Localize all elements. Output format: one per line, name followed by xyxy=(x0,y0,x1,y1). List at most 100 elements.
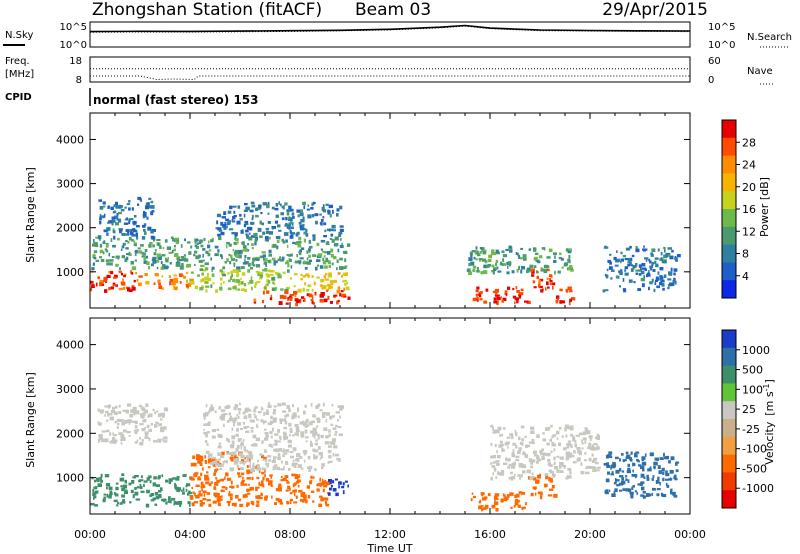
colorbar-segment xyxy=(722,137,736,157)
power-cell-cluster xyxy=(466,245,574,275)
power-cell-cluster xyxy=(90,270,136,293)
y-tick-label: 3000 xyxy=(56,178,84,191)
noise-left-tick-top: 10^5 xyxy=(60,22,87,33)
velocity-cell-cluster xyxy=(470,491,527,512)
velocity-cell-cluster xyxy=(527,473,558,500)
time-tick-label: 00:00 xyxy=(74,528,106,541)
date-label: 29/Apr/2015 xyxy=(602,0,708,20)
colorbar-tick-label: -1000 xyxy=(742,482,774,495)
velocity-cell-cluster xyxy=(265,473,331,507)
y-tick-label: 3000 xyxy=(56,383,84,396)
power-cell-cluster xyxy=(91,236,192,271)
noise-panel-frame xyxy=(89,21,691,48)
velocity-cell-cluster xyxy=(190,451,268,507)
colorbar-tick-label: 24 xyxy=(742,159,756,172)
velocity-colorbar-label-close: ] xyxy=(763,379,776,383)
power-cell-cluster xyxy=(555,286,576,306)
colorbar-segment xyxy=(722,120,736,139)
colorbar-tick-label: 12 xyxy=(742,225,756,238)
freq-left-tick-bottom: 8 xyxy=(76,75,82,86)
power-cell-cluster xyxy=(253,289,351,307)
colorbar-tick-label: 8 xyxy=(742,248,749,261)
colorbar-tick-label: -25 xyxy=(742,423,760,436)
power-cell-cluster xyxy=(472,286,531,306)
power-cell-cluster xyxy=(602,245,681,293)
colorbar-tick-label: 16 xyxy=(742,203,756,216)
colorbar-segment xyxy=(722,209,736,228)
noise-search-series xyxy=(89,25,691,33)
colorbar-tick-label: 100 xyxy=(742,383,763,396)
colorbar-segment xyxy=(722,419,736,438)
velocity-colorbar: 1000 500 100 25 -25 -100 -500 -1000 xyxy=(721,329,774,509)
colorbar-segment xyxy=(722,262,736,281)
power-plot-bg xyxy=(90,113,690,308)
colorbar-segment xyxy=(722,436,736,456)
y-tick-label: 1000 xyxy=(56,472,84,485)
velocity-y-axis: 4000 3000 2000 1000 xyxy=(56,339,690,485)
colorbar-segment xyxy=(722,401,736,420)
colorbar-segment xyxy=(722,226,736,246)
velocity-cell-cluster xyxy=(97,403,169,446)
power-cell-cluster xyxy=(215,201,344,241)
freq-label-line2: [MHz] xyxy=(5,69,34,80)
velocity-panel: 4000 3000 2000 1000 Slant Range [km] 1000 50… xyxy=(24,317,776,515)
freq-label-line1: Freq. xyxy=(5,56,30,67)
time-axis-labels: 00:00 04:00 08:00 12:00 16:00 20:00 00:00 xyxy=(74,528,706,541)
colorbar-segment xyxy=(722,472,736,491)
colorbar-tick-label: 1000 xyxy=(742,344,770,357)
power-cell-cluster xyxy=(97,196,156,240)
colorbar-segment xyxy=(722,330,736,349)
power-data-layer xyxy=(90,196,681,307)
velocity-cell-cluster xyxy=(203,402,345,473)
velocity-cell-cluster xyxy=(603,451,680,499)
y-tick-label: 1000 xyxy=(56,266,84,279)
power-colorbar-label: Power [dB] xyxy=(758,177,771,237)
noise-sky-series xyxy=(89,24,691,33)
cpid-label: CPID xyxy=(5,92,32,103)
colorbar-segment xyxy=(722,244,736,263)
power-y-axis: 4000 3000 2000 1000 xyxy=(56,133,690,279)
velocity-colorbar-label-main: Velocity xyxy=(763,421,776,465)
colorbar-segment xyxy=(722,383,736,402)
velocity-ylabel: Slant Range [km] xyxy=(24,372,37,468)
colorbar-segment xyxy=(722,347,736,367)
freq-series xyxy=(90,75,690,81)
cpid-mode-text: normal (fast stereo) 153 xyxy=(93,93,259,107)
velocity-plot-bg xyxy=(90,318,690,514)
colorbar-segment xyxy=(722,155,736,174)
time-tick-label: 08:00 xyxy=(274,528,306,541)
velocity-data-layer xyxy=(90,402,680,512)
power-colorbar: 28 24 20 16 12 8 4 xyxy=(721,119,756,299)
power-cell-cluster xyxy=(290,272,350,293)
time-tick-label: 20:00 xyxy=(574,528,606,541)
freq-left-tick-top: 18 xyxy=(69,56,82,67)
colorbar-segment xyxy=(722,454,736,473)
colorbar-tick-label: 25 xyxy=(742,403,756,416)
colorbar-segment xyxy=(722,191,736,210)
freq-right-tick-top: 60 xyxy=(708,56,721,67)
velocity-colorbar-label: Velocity [m s-1] xyxy=(762,379,776,465)
power-x-ticks xyxy=(89,113,691,308)
velocity-colorbar-label-exp: -1 xyxy=(762,383,771,391)
y-tick-label: 4000 xyxy=(56,339,84,352)
velocity-colorbar-label-units: [m s xyxy=(763,391,776,416)
noise-sky-label: N.Sky xyxy=(5,30,33,41)
colorbar-tick-label: 500 xyxy=(742,364,763,377)
colorbar-tick-label: 28 xyxy=(742,136,756,149)
colorbar-tick-label: 4 xyxy=(742,270,749,283)
y-tick-label: 4000 xyxy=(56,133,84,146)
time-tick-label: 04:00 xyxy=(174,528,206,541)
noise-panel: N.Sky 10^5 10^0 10^5 10^0 N.Search xyxy=(3,21,792,51)
colorbar-frame xyxy=(721,329,737,509)
time-tick-label: 16:00 xyxy=(474,528,506,541)
time-tick-label: 00:00 xyxy=(674,528,706,541)
noise-right-tick-top: 10^5 xyxy=(708,22,735,33)
velocity-cell-cluster xyxy=(490,424,601,481)
freq-panel: Freq. [MHz] 18 8 60 0 Nave xyxy=(5,56,775,86)
y-tick-label: 2000 xyxy=(56,427,84,440)
colorbar-tick-label: 20 xyxy=(742,181,756,194)
y-tick-label: 2000 xyxy=(56,222,84,235)
noise-search-label: N.Search xyxy=(747,32,792,43)
velocity-cell-cluster xyxy=(327,478,349,497)
